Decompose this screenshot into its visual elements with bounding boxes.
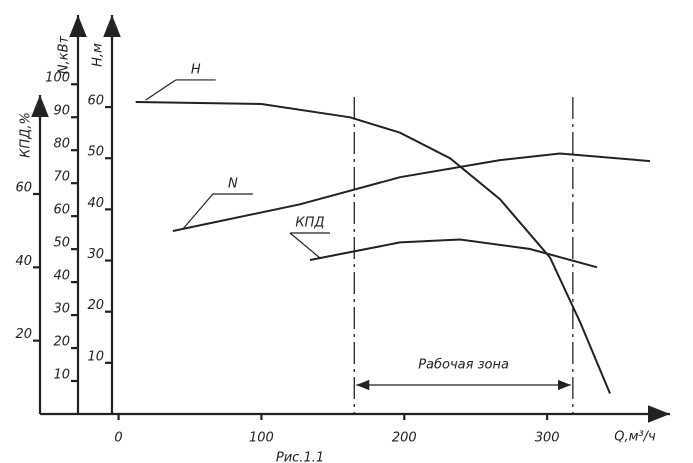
work-zone-label: Рабочая зона [418, 358, 509, 373]
x-tick-label: 0 [114, 431, 122, 446]
curve [309, 238, 598, 269]
y-tick-label: 40 [87, 196, 104, 211]
y-axis-label: N,кВт [57, 35, 72, 74]
x-tick-label: 300 [535, 431, 560, 446]
x-tick-label: 100 [249, 431, 274, 446]
caption: Рис.1.1 [276, 451, 324, 463]
y-tick-label: 20 [87, 298, 104, 313]
y-axis-label: H,м [91, 43, 106, 67]
y-tick-label: 10 [53, 368, 70, 383]
y-tick-label: 50 [87, 145, 104, 160]
y-tick-label: 50 [53, 236, 70, 251]
y-tick-label: 70 [53, 170, 70, 185]
curve [172, 152, 651, 232]
x-axis-label: Q,м³/ч [614, 430, 656, 445]
y-tick-label: 10 [87, 349, 104, 364]
curve [135, 101, 611, 394]
series-label: H [191, 62, 201, 77]
leader [289, 232, 321, 259]
y-tick-label: 40 [15, 254, 32, 269]
series-label: N [228, 176, 238, 191]
leader [182, 193, 214, 230]
y-tick-label: 60 [87, 94, 104, 109]
y-tick-label: 80 [53, 137, 70, 152]
y-tick-label: 60 [53, 203, 70, 218]
y-axis-label: КПД,% [19, 112, 34, 158]
y-tick-label: 100 [45, 71, 70, 86]
y-tick-label: 20 [53, 335, 70, 350]
series-label: КПД [295, 216, 324, 231]
y-tick-label: 30 [87, 247, 104, 262]
leader [145, 79, 177, 101]
y-tick-label: 30 [53, 302, 70, 317]
y-tick-label: 20 [15, 327, 32, 342]
x-tick-label: 200 [392, 431, 417, 446]
y-tick-label: 60 [15, 181, 32, 196]
y-tick-label: 40 [53, 269, 70, 284]
y-tick-label: 90 [53, 104, 70, 119]
